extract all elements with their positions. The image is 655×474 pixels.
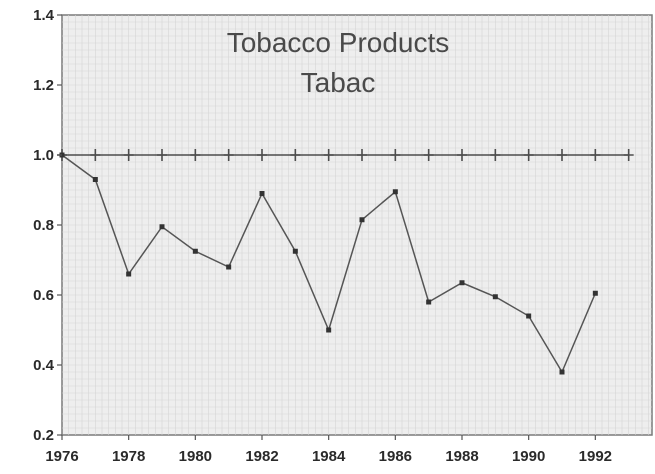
data-point bbox=[392, 189, 398, 195]
data-point bbox=[259, 191, 265, 196]
y-tick-label: 1.0 bbox=[33, 147, 54, 164]
data-series bbox=[59, 152, 598, 375]
y-tick-label: 0.2 bbox=[33, 427, 54, 444]
chart-subtitle: Tabac bbox=[301, 67, 376, 98]
y-tick-label: 0.4 bbox=[33, 357, 55, 374]
y-tick-label: 1.4 bbox=[33, 7, 55, 24]
y-tick-label: 0.6 bbox=[33, 287, 54, 304]
data-point bbox=[426, 299, 432, 305]
x-tick-label: 1984 bbox=[312, 448, 346, 465]
reference-marker bbox=[523, 149, 534, 161]
x-tick-label: 1982 bbox=[245, 448, 278, 465]
reference-marker bbox=[390, 149, 401, 161]
x-tick-label: 1990 bbox=[512, 448, 545, 465]
data-point bbox=[292, 248, 298, 254]
data-point bbox=[159, 224, 165, 230]
reference-marker bbox=[123, 149, 134, 161]
reference-marker bbox=[623, 149, 634, 161]
x-tick-label: 1976 bbox=[45, 448, 78, 465]
data-point bbox=[192, 248, 198, 254]
chart-title: Tobacco Products bbox=[227, 27, 450, 58]
reference-marker bbox=[590, 149, 601, 161]
data-point bbox=[226, 264, 232, 270]
data-point bbox=[492, 294, 498, 300]
reference-marker bbox=[423, 149, 434, 161]
reference-marker bbox=[457, 149, 467, 161]
reference-marker bbox=[290, 149, 301, 161]
data-point bbox=[559, 369, 565, 375]
data-point bbox=[126, 271, 132, 277]
grid bbox=[62, 15, 652, 435]
reference-marker bbox=[190, 149, 201, 161]
reference-marker bbox=[357, 149, 367, 161]
chart-titles: Tobacco Products Tabac bbox=[227, 27, 450, 98]
reference-marker bbox=[157, 149, 167, 161]
y-tick-label: 1.2 bbox=[33, 77, 54, 94]
data-point bbox=[526, 313, 532, 319]
reference-marker bbox=[90, 149, 101, 161]
reference-marker bbox=[323, 149, 334, 161]
x-tick-label: 1992 bbox=[579, 448, 612, 465]
data-point bbox=[326, 327, 332, 333]
reference-series bbox=[57, 149, 634, 161]
data-point bbox=[592, 290, 598, 296]
data-point bbox=[459, 280, 465, 286]
x-tick-label: 1980 bbox=[179, 448, 212, 465]
data-point bbox=[92, 177, 98, 182]
reference-marker bbox=[490, 149, 501, 161]
reference-marker bbox=[257, 149, 267, 161]
y-tick-label: 0.8 bbox=[33, 217, 54, 234]
reference-marker bbox=[557, 149, 567, 161]
axes: 0.2 0.4 0.6 0.8 1.0 1.2 1.4 1976 1978 1980 1982 198… bbox=[33, 7, 612, 465]
x-tick-label: 1986 bbox=[379, 448, 412, 465]
x-tick-label: 1988 bbox=[445, 448, 478, 465]
x-tick-label: 1978 bbox=[112, 448, 145, 465]
data-point bbox=[359, 217, 365, 223]
reference-marker bbox=[223, 149, 234, 161]
